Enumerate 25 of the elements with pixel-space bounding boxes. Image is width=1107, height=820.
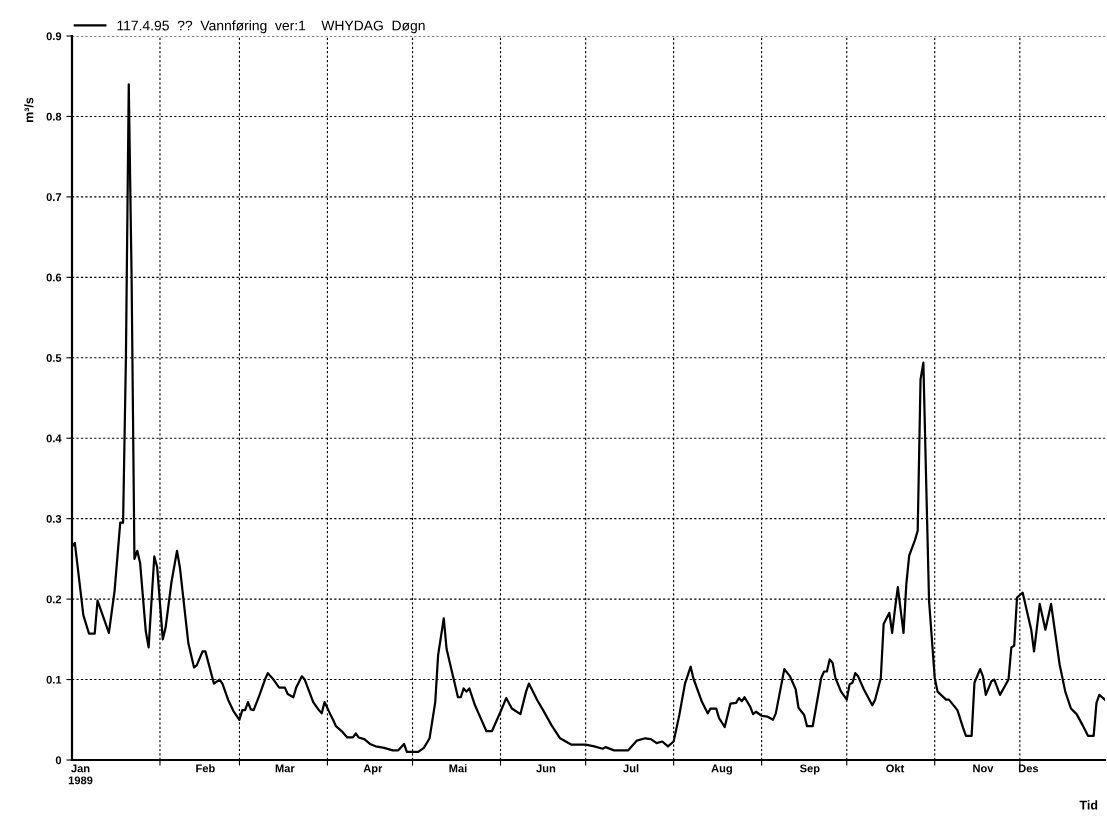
x-tick-label: Okt: [886, 764, 905, 773]
x-tick-label: Mai: [449, 764, 467, 773]
x-tick-label: Apr: [363, 764, 383, 775]
x-tick-label: Aug: [711, 764, 732, 775]
legend-label: 117.4.95 ?? Vannføring ver:1 WHYDAG Døgn: [117, 20, 425, 34]
y-tick-label: 0.7: [46, 193, 62, 202]
y-tick-label: 0.5: [46, 354, 62, 362]
y-tick-label: 0.9: [46, 32, 62, 41]
x-axis-title: Tid: [1079, 800, 1098, 810]
x-tick-label: Des: [1018, 764, 1039, 773]
x-tick-label: Jan 1989: [68, 764, 93, 785]
y-tick-label: 0.2: [46, 595, 62, 604]
y-tick-label: 0: [55, 756, 62, 765]
x-tick-label: Sep: [799, 764, 820, 775]
x-tick-label: Nov: [973, 764, 994, 773]
y-tick-label: 0.3: [46, 514, 62, 523]
y-axis-title: m³/s: [24, 97, 34, 123]
x-tick-label: Mar: [275, 764, 295, 773]
x-tick-label: Jul: [623, 764, 639, 773]
y-tick-label: 0.1: [46, 675, 62, 684]
y-tick-label: 0.8: [46, 112, 62, 121]
x-tick-label: Feb: [196, 764, 215, 773]
x-tick-label: Jun: [536, 764, 556, 773]
y-tick-label: 0.6: [46, 273, 62, 282]
y-tick-label: 0.4: [46, 434, 62, 443]
